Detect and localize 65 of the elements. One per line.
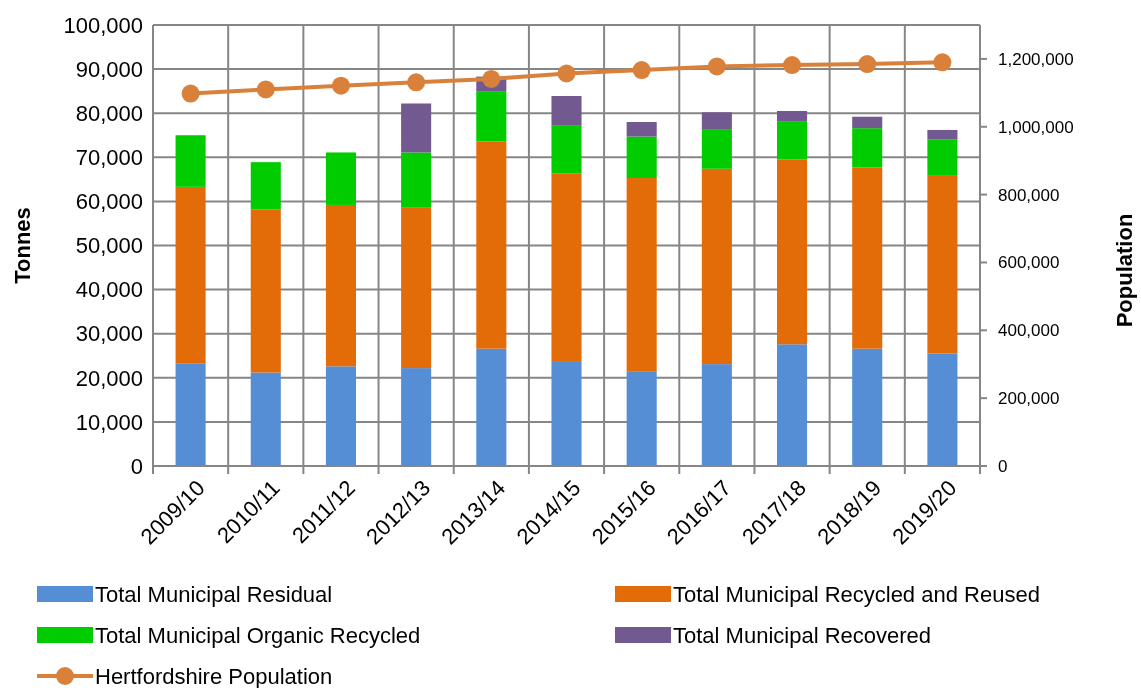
bar xyxy=(777,121,808,160)
legend-label: Hertfordshire Population xyxy=(95,663,333,688)
y-tick-label: 80,000 xyxy=(75,100,143,126)
y-tick-label: 0 xyxy=(130,453,143,479)
y-axis-title: Tonnes xyxy=(10,207,35,284)
bar xyxy=(701,129,732,169)
bar xyxy=(852,348,883,466)
y-tick-label: 50,000 xyxy=(75,233,143,259)
bar xyxy=(852,116,883,129)
bar xyxy=(551,125,582,174)
bar xyxy=(701,168,732,365)
y-tick-label: 40,000 xyxy=(75,277,143,303)
y2-tick-label: 400,000 xyxy=(998,321,1060,341)
bar xyxy=(325,204,356,367)
bar xyxy=(476,91,507,142)
bar xyxy=(927,129,958,140)
bar xyxy=(175,135,206,187)
bar xyxy=(626,122,657,137)
legend-label: Total Municipal Recovered xyxy=(673,622,932,648)
bar xyxy=(325,366,356,466)
bar xyxy=(175,186,206,364)
y-tick-label: 60,000 xyxy=(75,189,143,215)
bar xyxy=(175,363,206,466)
y-tick-label: 70,000 xyxy=(75,145,143,170)
bar xyxy=(701,364,732,466)
y2-tick-label: 1,200,000 xyxy=(998,49,1074,69)
bar xyxy=(852,167,883,349)
bar xyxy=(250,162,281,210)
y2-tick-label: 200,000 xyxy=(998,389,1060,409)
bar xyxy=(777,159,808,345)
bar xyxy=(250,372,281,466)
bar xyxy=(701,112,732,130)
bar xyxy=(777,111,808,122)
y2-axis-title: Population xyxy=(1112,213,1137,328)
legend-label: Total Municipal Residual xyxy=(95,581,333,607)
bar xyxy=(626,136,657,179)
bar xyxy=(551,173,582,362)
bar xyxy=(476,348,507,466)
bar xyxy=(927,139,958,176)
legend-label: Total Municipal Organic Recycled xyxy=(95,622,421,648)
y2-tick-label: 800,000 xyxy=(998,185,1060,205)
bar xyxy=(927,353,958,466)
bar xyxy=(401,207,432,369)
y2-tick-label: 600,000 xyxy=(998,253,1060,273)
bar xyxy=(551,96,582,126)
y-tick-label: 10,000 xyxy=(75,409,143,435)
bar xyxy=(551,361,582,466)
bar xyxy=(927,175,958,354)
y2-tick-label: 1,000,000 xyxy=(998,117,1074,137)
y-tick-label: 100,000 xyxy=(63,12,143,38)
bar xyxy=(626,178,657,372)
bar xyxy=(476,141,507,349)
bar xyxy=(250,209,281,373)
bar xyxy=(401,368,432,466)
y2-tick-label: 0 xyxy=(998,456,1008,476)
bar xyxy=(777,344,808,466)
y-tick-label: 20,000 xyxy=(75,365,143,391)
bar xyxy=(401,152,432,208)
bar xyxy=(852,128,883,168)
bar xyxy=(401,103,432,153)
bar xyxy=(626,371,657,466)
y-tick-label: 30,000 xyxy=(75,321,143,347)
bar xyxy=(325,152,356,205)
y-tick-label: 90,000 xyxy=(75,56,143,82)
legend-label: Total Municipal Recycled and Reused xyxy=(673,581,1040,607)
